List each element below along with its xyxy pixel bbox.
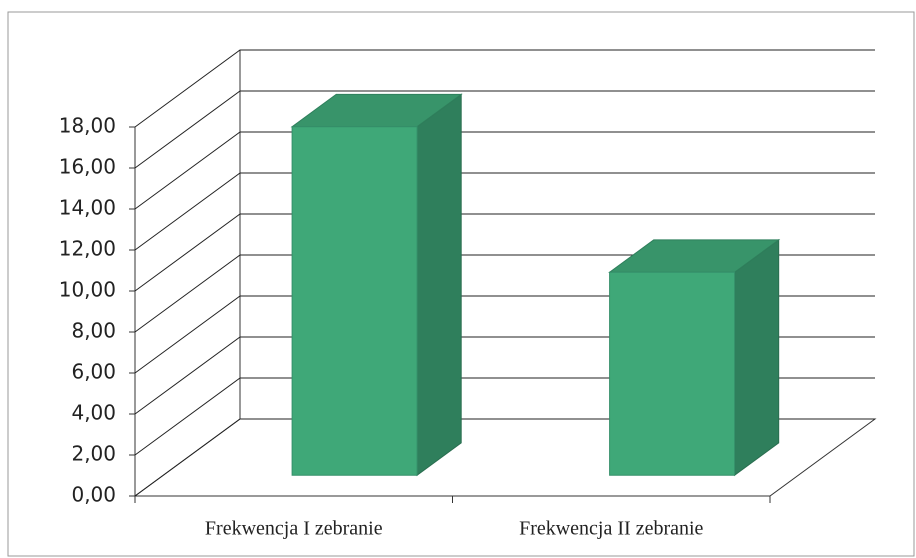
- y-tick-label: 8,00: [71, 319, 116, 343]
- grid-line: [134, 90, 875, 169]
- y-tick-label: 12,00: [59, 237, 116, 261]
- bar-side: [734, 238, 780, 477]
- bar-side: [416, 93, 462, 477]
- x-tick-label: Frekwencja II zebranie: [519, 518, 703, 540]
- grid-line: [134, 172, 875, 251]
- y-tick-label: 16,00: [59, 155, 116, 179]
- x-tick-label: Frekwencja I zebranie: [205, 518, 383, 540]
- bar: [609, 271, 736, 476]
- grid-line: [134, 213, 875, 292]
- y-tick-label: 14,00: [59, 196, 116, 220]
- grid-line: [134, 131, 875, 210]
- y-tick-label: 4,00: [71, 401, 116, 425]
- y-tick-label: 10,00: [59, 278, 116, 302]
- grid-line: [134, 49, 875, 128]
- y-tick-label: 0,00: [71, 483, 116, 507]
- y-tick-label: 6,00: [71, 360, 116, 384]
- y-tick-label: 18,00: [59, 114, 116, 138]
- y-tick-label: 2,00: [71, 442, 116, 466]
- bar: [291, 126, 418, 476]
